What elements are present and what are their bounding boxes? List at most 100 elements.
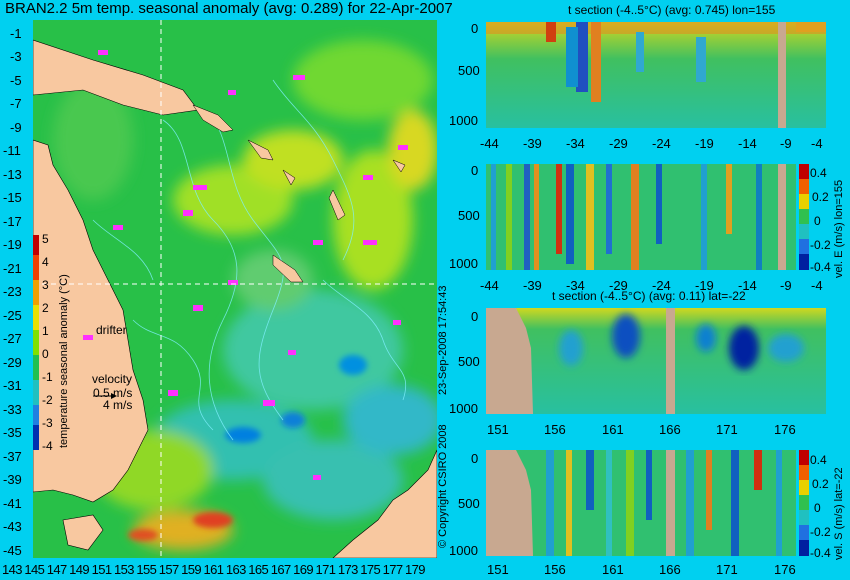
panel-1-xtick: -34 [566,136,585,151]
lon-tick: 157 [158,562,180,577]
panel-4-cbar-tick: 0.4 [810,453,827,467]
panel-2-xtick: -24 [652,278,671,293]
panel-2-section [486,164,796,270]
lat-tick: -45 [3,543,22,558]
panel-4-xtick: 176 [774,562,796,577]
colorbar-tick: 0 [42,347,49,361]
map-lon-ticks: 143 145 147 149 151 153 155 157 159 161 … [2,562,442,577]
australia-land [32,139,149,503]
colorbar-tick: 3 [42,278,49,292]
lon-tick: 151 [91,562,113,577]
lat-tick: -43 [3,519,22,534]
lon-tick: 161 [203,562,225,577]
map-colorbar [33,235,39,450]
lon-tick: 159 [181,562,202,577]
panel-1-title: t section (-4..5°C) (avg: 0.745) lon=155 [568,3,776,17]
panel-2-cbar-tick: -0.2 [810,238,831,252]
lat-tick: -37 [3,449,22,464]
lat-tick: -21 [3,261,22,276]
panel-2-ytick: 1000 [449,256,478,271]
velocity-stripes [491,164,762,270]
panel-1-xtick: -4 [811,136,823,151]
panel-2-xtick: -39 [523,278,542,293]
lon-tick: 145 [24,562,45,577]
copyright-notice: © Copyright CSIRO 2008 [437,424,449,548]
panel-4-ytick: 500 [458,496,480,511]
lat-tick: -17 [3,214,22,229]
panel-4-cbar-tick: 0.2 [812,477,829,491]
velocity-label: velocity [92,372,133,386]
lat-tick: -3 [10,49,22,64]
panel-1-ytick: 0 [471,21,479,36]
panel-2-ytick: 500 [458,208,480,223]
lat-tick: -11 [3,143,21,158]
colorbar-tick: -2 [42,393,53,407]
colorbar-tick: -3 [42,416,53,430]
new-guinea-land [32,39,199,116]
panel-3-title: t section (-4..5°C) (avg: 0.11) lat=-22 [552,289,746,303]
panel-2-xtick: -44 [480,278,499,293]
panel-4-cbar-tick: -0.4 [810,546,831,560]
panel-2-ytick: 0 [471,163,479,178]
panel-3-xtick: 166 [659,422,681,437]
panel-1-section [486,22,826,128]
panel-3-xtick: 151 [487,422,509,437]
lon-tick: 169 [293,562,314,577]
lon-tick: 167 [270,562,292,577]
panel-4-section [486,450,796,556]
panel-2-colorbar [799,164,809,270]
lat-tick: -1 [10,26,22,41]
lat-tick: -33 [3,402,22,417]
panel-2-xtick: -14 [738,278,757,293]
colorbar-tick: 2 [42,301,49,315]
lat-tick: -13 [3,167,22,182]
panel-1-xtick: -19 [695,136,714,151]
velocity-value: 0.5 m/s [93,386,133,400]
colorbar-tick: -1 [42,370,53,384]
panel-3-ytick: 500 [458,354,480,369]
panel-4-colorbar-label: vel. S (m/s) lat=-22 [833,467,845,560]
panel-3-xtick: 171 [716,422,738,437]
lon-tick: 177 [382,562,404,577]
lon-tick: 165 [248,562,269,577]
panel-1-xtick: -14 [738,136,757,151]
panel-2-xtick: -29 [609,278,628,293]
lon-tick: 143 [2,562,23,577]
figure-title: BRAN2.2 5m temp. seasonal anomaly (avg: … [5,0,453,17]
panel-4-ytick: 0 [471,451,479,466]
panel-1-xtick: -9 [780,136,792,151]
panel-4-xtick: 156 [544,562,566,577]
panel-2-xtick: -34 [566,278,585,293]
panel-2-xtick: -19 [695,278,714,293]
colorbar-tick: -4 [42,439,53,453]
panel-1-ytick: 500 [458,63,480,78]
colorbar-tick: 5 [42,232,49,246]
panel-4-colorbar [799,450,809,556]
panel-1-xtick: -44 [480,136,499,151]
lon-tick: 149 [69,562,90,577]
lon-tick: 163 [225,562,247,577]
anomaly-map-canvas [32,20,443,559]
lat-tick: -23 [3,284,22,299]
colorbar-tick: 4 [42,255,49,269]
lon-tick: 147 [46,562,68,577]
panel-4-xtick: 166 [659,562,681,577]
lon-tick: 179 [405,562,426,577]
panel-1-ytick: 1000 [449,113,478,128]
colorbar-label: temperature seasonal anomaly (°C) [58,274,70,448]
lon-tick: 171 [315,562,336,577]
velocity-stripes [546,450,782,556]
lon-tick: 153 [113,562,135,577]
panel-2-xtick: -9 [780,278,792,293]
lat-tick: -15 [3,190,22,205]
lat-tick: -31 [3,378,22,393]
drifter-label: drifter [96,323,127,337]
panel-1-xtick: -29 [609,136,628,151]
panel-1-xtick: -24 [652,136,671,151]
panel-4-ytick: 1000 [449,543,478,558]
lat-tick: -27 [3,331,22,346]
lat-tick: -5 [10,73,22,88]
date-stamp: 23-Sep-2008 17:54:43 [437,285,449,395]
lon-tick: 175 [360,562,381,577]
drifter-markers [83,50,408,480]
